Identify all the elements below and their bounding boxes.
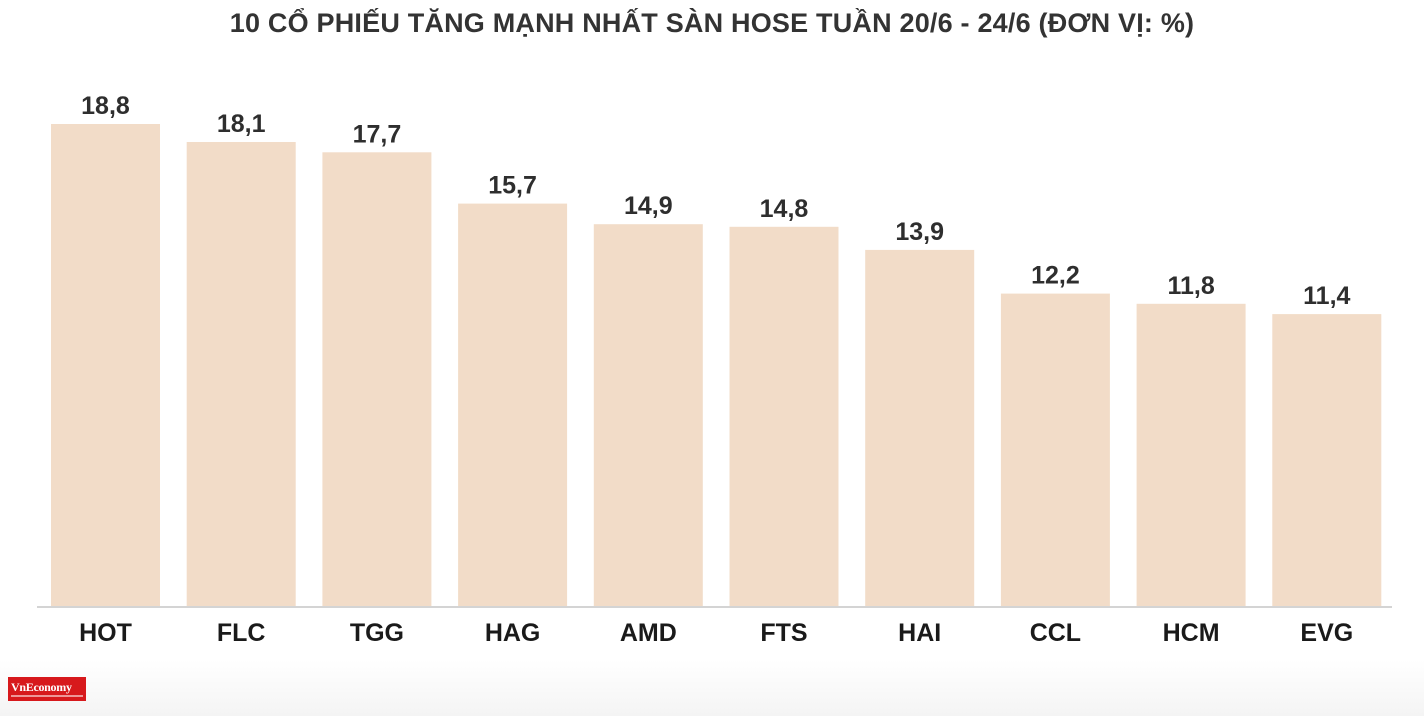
value-label-ccl: 12,2 [1031,262,1080,290]
bar-fts [729,226,839,608]
bars-group [51,124,1382,608]
chart-title: 10 CỔ PHIẾU TĂNG MẠNH NHẤT SÀN HOSE TUẦN… [229,8,1195,38]
bar-tgg [322,152,432,608]
value-label-evg: 11,4 [1303,282,1350,310]
value-label-hcm: 11,8 [1167,272,1214,300]
logo-text: VnEconomy [11,680,72,694]
value-label-hag: 15,7 [488,172,537,200]
bar-hot [51,124,160,607]
value-label-flc: 18,1 [217,110,266,138]
x-tick-labels-group: HOT FLC TGG HAG AMD FTS HAI CCL HCM EVG [79,619,1353,647]
bar-ccl [1000,293,1110,607]
bar-flc [186,142,296,607]
x-tick-label-fts: FTS [760,619,807,647]
value-label-tgg: 17,7 [353,120,402,148]
vneconomy-logo: VnEconomy [8,677,86,701]
bar-hag [458,203,568,607]
x-tick-label-tgg: TGG [350,619,404,647]
value-labels-group: 18,8 18,1 17,7 15,7 14,9 14,8 13,9 12,2 11,8 11,4 [81,92,1350,310]
value-label-hot: 18,8 [81,92,130,120]
x-tick-label-ccl: CCL [1030,619,1081,647]
x-tick-label-flc: FLC [217,619,266,647]
x-tick-label-hai: HAI [898,619,941,647]
x-tick-label-evg: EVG [1300,619,1353,647]
bar-amd [593,224,703,607]
value-label-amd: 14,9 [624,192,673,220]
bar-hcm [1136,303,1246,607]
x-tick-label-hcm: HCM [1163,619,1220,647]
value-label-hai: 13,9 [895,218,944,246]
x-tick-label-hag: HAG [485,619,541,647]
x-tick-label-amd: AMD [620,619,677,647]
bar-evg [1272,314,1382,607]
x-tick-label-hot: HOT [79,619,132,647]
value-label-fts: 14,8 [760,195,809,223]
logo-tagline-mark [11,695,83,697]
bar-hai [865,249,975,607]
